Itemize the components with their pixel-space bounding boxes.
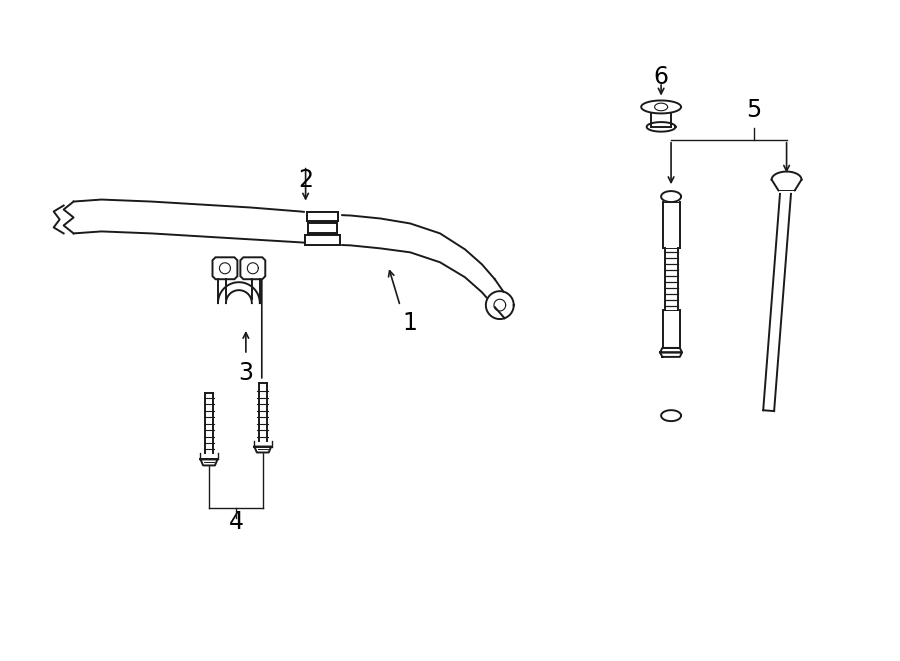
Polygon shape [763,179,792,411]
Polygon shape [201,459,218,465]
Polygon shape [771,172,802,190]
Polygon shape [660,352,682,357]
Polygon shape [259,383,266,440]
Polygon shape [218,279,260,303]
Polygon shape [662,202,680,249]
Polygon shape [771,180,802,192]
Polygon shape [307,212,338,221]
Polygon shape [205,393,212,453]
Polygon shape [662,410,681,421]
Polygon shape [660,348,682,352]
Polygon shape [304,235,340,245]
Text: 5: 5 [746,98,761,122]
Polygon shape [307,212,338,221]
Polygon shape [308,223,338,233]
Polygon shape [200,453,218,459]
Polygon shape [74,200,326,245]
Polygon shape [641,100,681,114]
Polygon shape [486,291,514,319]
Polygon shape [255,447,271,453]
Polygon shape [326,214,495,307]
Polygon shape [254,440,272,447]
Polygon shape [240,257,266,279]
Polygon shape [664,249,678,310]
Text: 6: 6 [653,65,669,89]
Polygon shape [662,191,681,202]
Polygon shape [212,257,238,279]
Text: 4: 4 [229,510,243,534]
Text: 1: 1 [402,311,418,335]
Text: 2: 2 [298,168,313,192]
Polygon shape [54,202,74,233]
Polygon shape [662,310,680,348]
Polygon shape [652,114,671,127]
Polygon shape [304,210,340,247]
Polygon shape [647,122,676,132]
Text: 3: 3 [238,361,254,385]
Polygon shape [304,235,340,245]
Polygon shape [308,223,338,233]
